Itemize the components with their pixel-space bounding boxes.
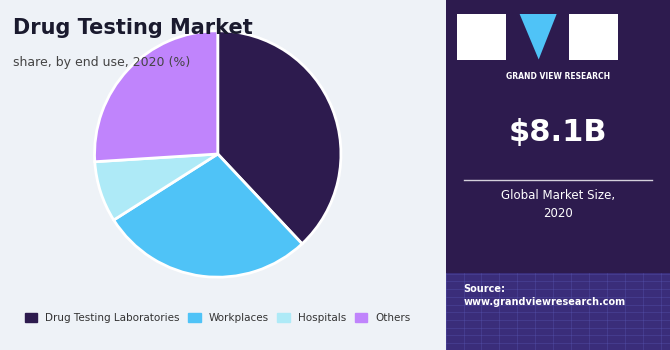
Text: $8.1B: $8.1B <box>509 119 607 147</box>
Text: share, by end use, 2020 (%): share, by end use, 2020 (%) <box>13 56 191 69</box>
FancyBboxPatch shape <box>457 14 506 60</box>
FancyBboxPatch shape <box>446 0 670 350</box>
Polygon shape <box>520 14 557 60</box>
Wedge shape <box>94 31 218 162</box>
Text: Drug Testing Market: Drug Testing Market <box>13 18 253 37</box>
Text: GRAND VIEW RESEARCH: GRAND VIEW RESEARCH <box>506 72 610 81</box>
Wedge shape <box>114 154 302 277</box>
FancyBboxPatch shape <box>446 273 670 350</box>
FancyBboxPatch shape <box>569 14 618 60</box>
Wedge shape <box>94 154 218 220</box>
Legend: Drug Testing Laboratories, Workplaces, Hospitals, Others: Drug Testing Laboratories, Workplaces, H… <box>20 309 415 328</box>
Text: Global Market Size,
2020: Global Market Size, 2020 <box>500 189 615 220</box>
Text: Source:
www.grandviewresearch.com: Source: www.grandviewresearch.com <box>464 284 626 307</box>
Wedge shape <box>218 31 341 244</box>
